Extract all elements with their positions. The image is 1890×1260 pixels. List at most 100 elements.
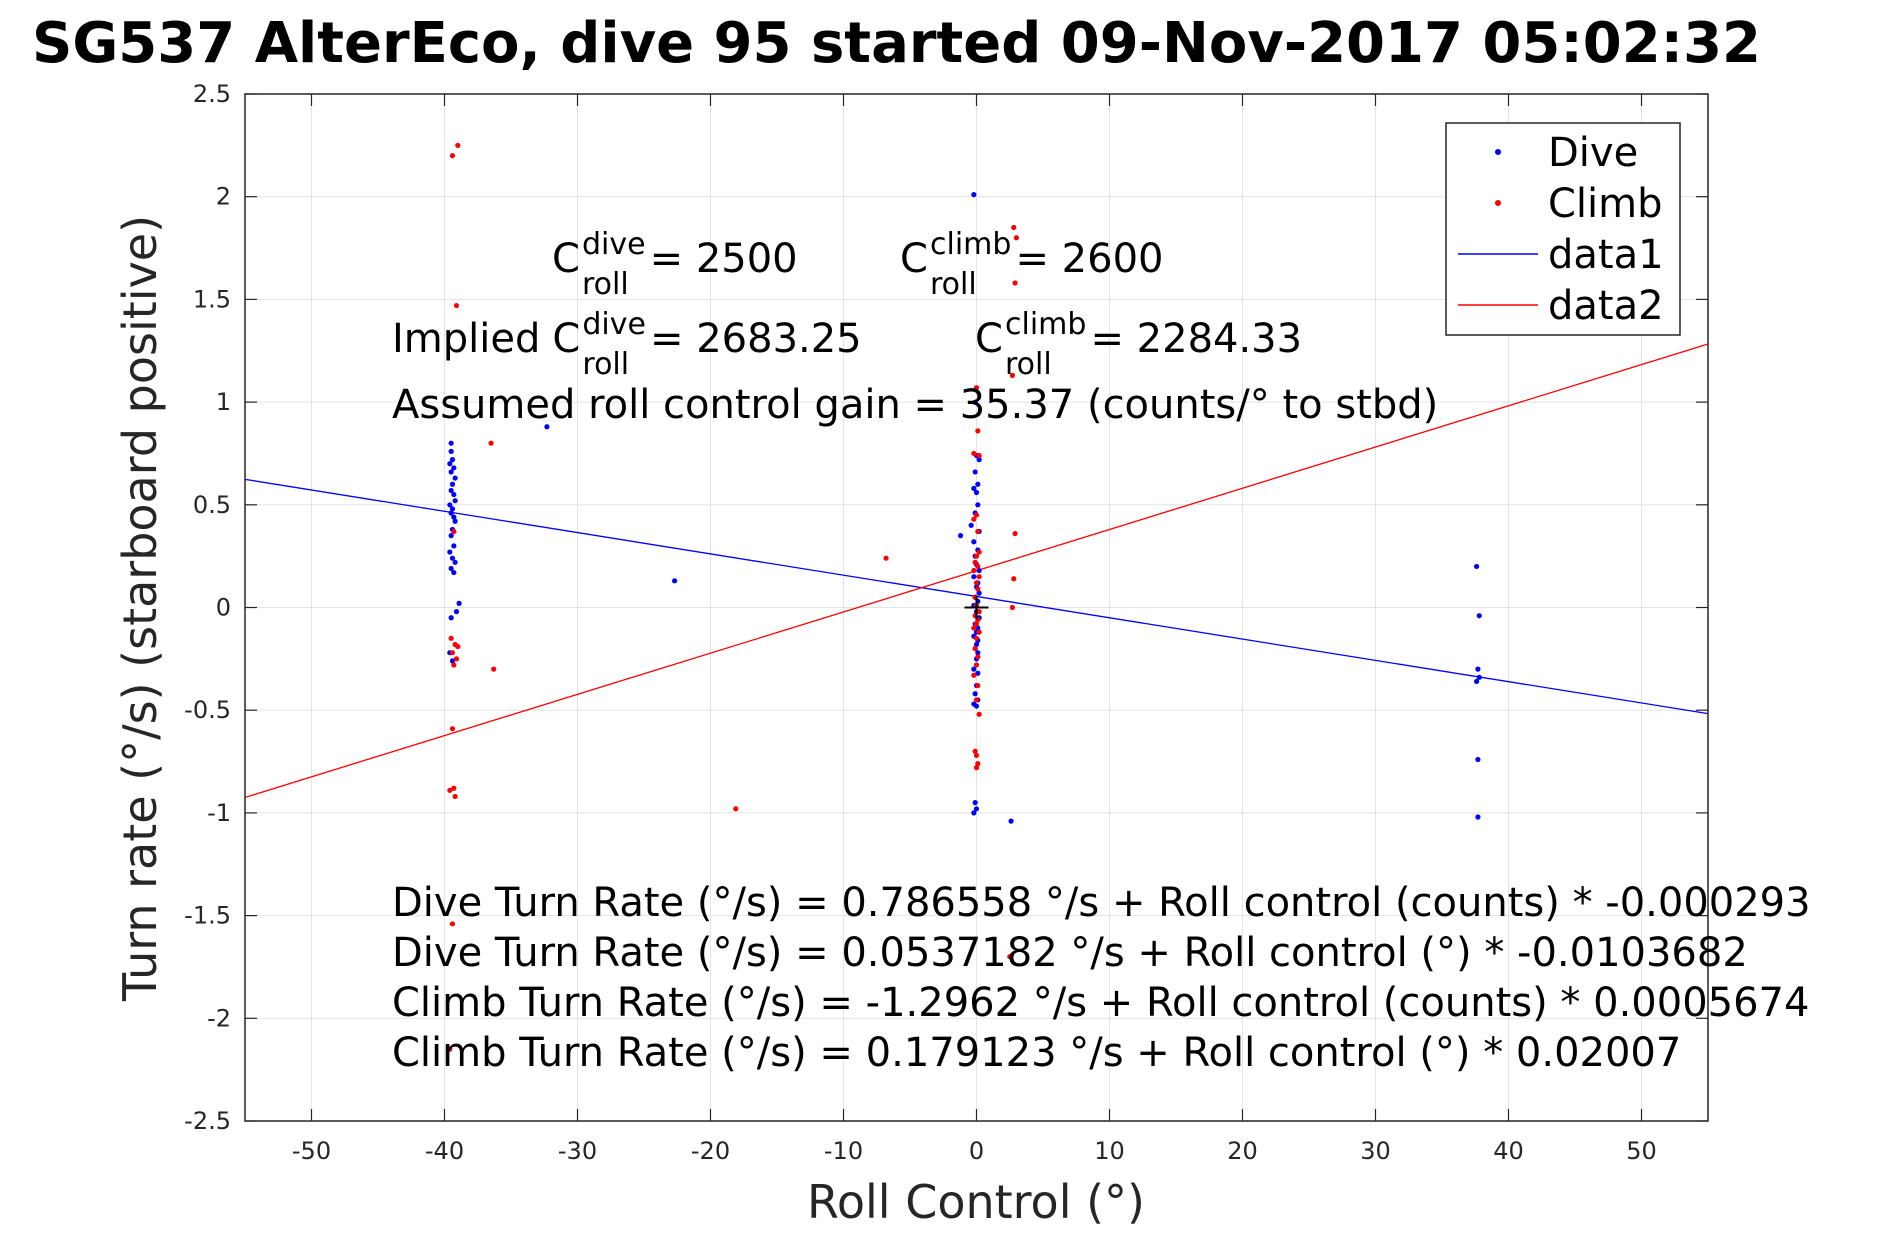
- climb-point: [455, 643, 461, 650]
- c-roll-dive-base: C: [552, 236, 580, 282]
- climb-point: [451, 785, 457, 791]
- climb-point: [449, 726, 456, 732]
- dive-point: [448, 615, 454, 621]
- dive-point: [451, 543, 457, 549]
- ticks: -50 -40 -30 -20 -10 0 10 20 30 40 50-2.5-2-1.5-1-0…: [184, 80, 1708, 1165]
- dive-point: [976, 567, 982, 574]
- dive-point: [975, 670, 981, 676]
- dive-point: [973, 806, 980, 812]
- climb-point: [973, 621, 980, 627]
- c-roll-climb-base: C: [900, 236, 928, 282]
- climb-point: [971, 516, 977, 522]
- y-tick-label: 0.5: [193, 491, 231, 519]
- c-roll-climb-subscript: roll: [930, 267, 977, 302]
- climb-point: [733, 806, 739, 812]
- fit-line-data2: [244, 343, 1709, 799]
- dive-point: [973, 703, 980, 709]
- dive-point: [1476, 613, 1482, 619]
- dive-point: [976, 457, 982, 463]
- climb-point: [973, 697, 980, 703]
- climb-point: [971, 450, 977, 457]
- climb-point: [976, 574, 982, 580]
- climb-point: [973, 635, 980, 641]
- fit-equation: Climb Turn Rate (°/s) = -1.2962 °/s + Ro…: [392, 980, 1809, 1026]
- climb-point: [975, 586, 981, 592]
- dive-point: [972, 800, 978, 806]
- climb-point: [975, 528, 981, 535]
- dive-point: [971, 666, 977, 672]
- y-tick-label: 2.5: [193, 80, 231, 108]
- dive-point: [447, 461, 453, 467]
- x-tick-label: -40: [425, 1137, 464, 1165]
- legend-swatch-dive: [1495, 149, 1501, 155]
- climb-point: [449, 921, 456, 927]
- x-tick-label: 0: [969, 1137, 984, 1165]
- y-tick-label: -2.5: [184, 1107, 231, 1135]
- dive-point: [1475, 666, 1481, 672]
- y-axis-label: Turn rate (°/s) (starboard positive): [113, 215, 167, 1002]
- y-tick-label: 0: [216, 594, 231, 622]
- dive-point: [456, 600, 462, 606]
- climb-point: [448, 635, 454, 641]
- climb-point: [975, 682, 981, 689]
- dive-point: [449, 481, 456, 487]
- climb-point: [973, 580, 980, 586]
- implied-c-roll-dive-superscript: dive: [582, 307, 646, 342]
- c-roll-dive-value: = 2500: [650, 236, 798, 282]
- climb-point: [453, 302, 460, 309]
- data-points: [447, 142, 1482, 1052]
- y-tick-label: -0.5: [184, 696, 231, 724]
- c-roll-climb-superscript: climb: [930, 227, 1011, 262]
- x-tick-label: 50: [1626, 1137, 1657, 1165]
- dive-point: [449, 457, 456, 463]
- x-axis-label: Roll Control (°): [807, 1175, 1145, 1229]
- climb-point: [972, 645, 978, 652]
- climb-point: [971, 567, 977, 574]
- dive-point: [451, 491, 457, 498]
- legend-box: [1445, 122, 1681, 336]
- climb-point: [455, 142, 461, 148]
- dive-point: [1476, 674, 1482, 680]
- dive-point: [1473, 563, 1480, 570]
- x-tick-label: -50: [292, 1137, 331, 1165]
- dive-point: [449, 658, 456, 664]
- dive-point: [448, 533, 454, 539]
- y-tick-label: 1.5: [193, 285, 231, 313]
- x-tick-label: 30: [1360, 1137, 1391, 1165]
- dive-point: [1008, 818, 1014, 824]
- legend-label-data1: data1: [1548, 232, 1664, 278]
- dive-point: [448, 469, 454, 475]
- climb-point: [447, 787, 453, 793]
- y-tick-label: -1.5: [184, 902, 231, 930]
- dive-point: [957, 533, 964, 539]
- c-roll-climb-value: = 2600: [1015, 236, 1163, 282]
- y-tick-label: -2: [207, 1004, 231, 1032]
- climb-point: [973, 662, 980, 668]
- dive-point: [971, 574, 977, 580]
- x-tick-label: -20: [691, 1137, 730, 1165]
- dive-point: [452, 475, 458, 481]
- climb-point: [1009, 604, 1016, 611]
- dive-point: [973, 641, 980, 648]
- dive-point: [453, 609, 460, 615]
- climb-point: [976, 452, 982, 459]
- climb-point: [971, 672, 977, 678]
- climb-point: [976, 629, 982, 635]
- climb-point: [975, 563, 981, 570]
- climb-point: [976, 711, 982, 717]
- dive-point: [448, 487, 454, 494]
- implied-c-roll-climb-base: C: [975, 316, 1003, 362]
- dive-point: [451, 514, 457, 520]
- implied-c-roll-dive-base: C: [552, 316, 580, 362]
- dive-point: [975, 481, 981, 487]
- fit-equation: Climb Turn Rate (°/s) = 0.179123 °/s + R…: [392, 1030, 1681, 1076]
- climb-point: [973, 553, 980, 559]
- dive-point: [972, 691, 978, 697]
- implied-c-roll-dive-subscript: roll: [582, 347, 629, 382]
- roll-gain-text: Assumed roll control gain = 35.37 (count…: [392, 382, 1438, 428]
